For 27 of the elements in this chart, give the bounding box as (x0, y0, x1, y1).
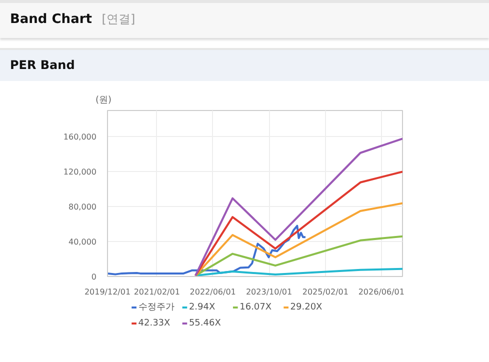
line-series (194, 235, 402, 276)
x-tick-label: 2023/10/01 (246, 288, 292, 296)
x-tick-label: 2025/02/01 (302, 288, 348, 296)
line-series (194, 202, 402, 276)
legend-label: 2.94X (188, 302, 216, 312)
y-axis-title: (원) (96, 96, 112, 106)
chart-subtitle: [연결] (102, 12, 136, 26)
x-tick-label: 2026/06/01 (358, 288, 404, 296)
y-tick-label: 0 (91, 272, 97, 282)
text: PER Band (0, 48, 489, 81)
line-series (194, 268, 402, 276)
legend-label: 55.46X (188, 318, 221, 328)
line-series (194, 138, 402, 276)
line-series (108, 224, 306, 276)
legend-label: 수정주가 (138, 302, 174, 312)
chart-title: Band Chart (10, 12, 92, 27)
y-tick-label: 80,000 (68, 202, 97, 212)
y-tick-label: 120,000 (63, 168, 97, 177)
legend-label: 29.20X (290, 302, 322, 312)
legend-label: 42.33X (138, 318, 170, 328)
x-tick-label: 2019/12/01 (84, 288, 131, 296)
y-tick-label: 160,000 (63, 132, 97, 142)
legend-label: 16.07X (240, 302, 272, 312)
y-tick-label: 40,000 (68, 238, 97, 247)
x-tick-label: 2022/06/01 (190, 288, 236, 296)
line-series (194, 170, 402, 276)
x-tick-label: 2021/02/01 (134, 288, 180, 296)
